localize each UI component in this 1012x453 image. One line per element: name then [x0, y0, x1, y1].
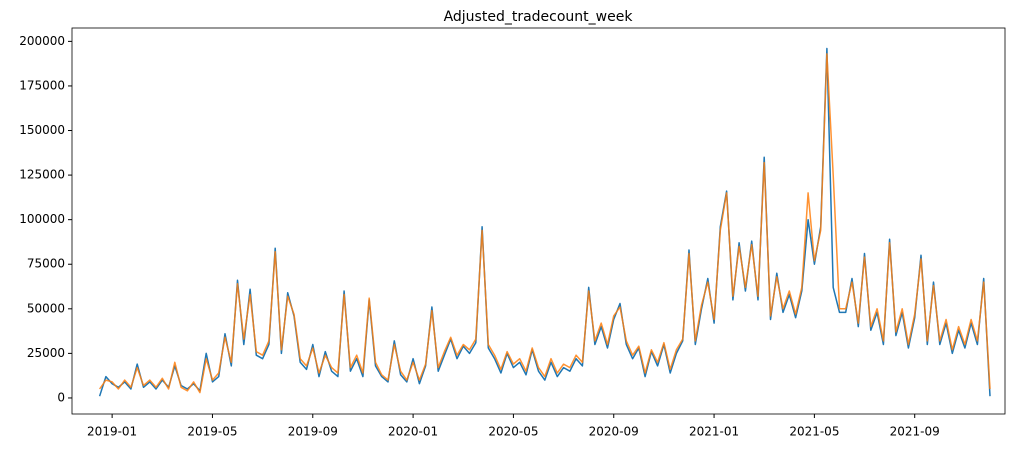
- y-tick-label: 0: [57, 390, 65, 404]
- y-tick-label: 125000: [19, 168, 65, 182]
- x-tick-label: 2020-09: [589, 425, 639, 439]
- y-tick-label: 175000: [19, 78, 65, 92]
- chart-title: Adjusted_tradecount_week: [444, 9, 634, 25]
- x-tick-label: 2019-09: [288, 425, 338, 439]
- y-tick-label: 200000: [19, 34, 65, 48]
- x-tick-label: 2020-05: [488, 425, 538, 439]
- line-series: [98, 53, 991, 394]
- x-tick-label: 2021-01: [689, 425, 739, 439]
- x-tick-label: 2019-01: [87, 425, 137, 439]
- plot-frame: [71, 27, 1006, 415]
- y-tick-label: 50000: [27, 301, 65, 315]
- y-tick-label: 75000: [27, 257, 65, 271]
- x-tick-label: 2019-05: [187, 425, 237, 439]
- y-tick-label: 100000: [19, 212, 65, 226]
- y-tick-label: 25000: [27, 346, 65, 360]
- x-tick-label: 2020-01: [388, 425, 438, 439]
- x-tick-label: 2021-09: [890, 425, 940, 439]
- y-tick-label: 150000: [19, 123, 65, 137]
- x-tick-label: 2021-05: [789, 425, 839, 439]
